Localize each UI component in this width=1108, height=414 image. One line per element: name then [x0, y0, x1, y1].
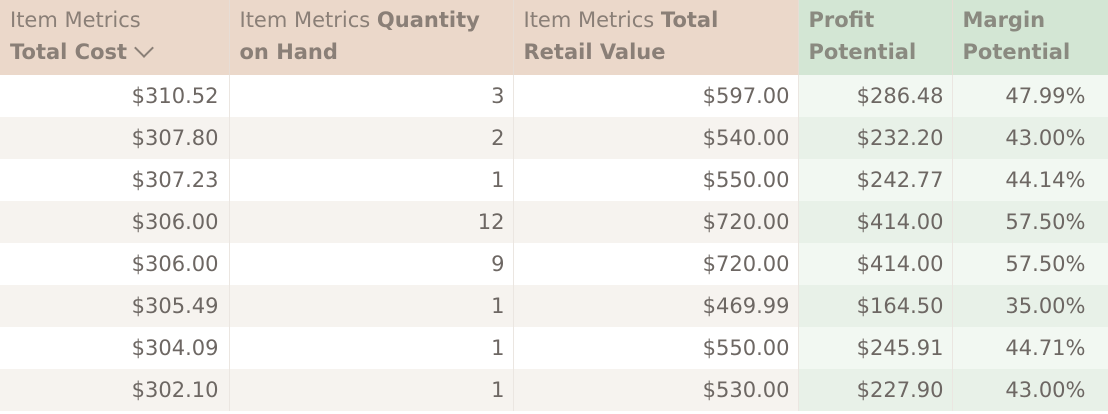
total-retail-value-cell: $530.00 — [513, 369, 799, 411]
profit-potential-cell: $164.50 — [798, 285, 953, 327]
margin-potential-cell: 43.00% — [952, 117, 1108, 159]
column-header-total-cost[interactable]: Item Metrics Total Cost — [0, 0, 230, 75]
total-cost-cell: $304.09 — [0, 327, 230, 369]
margin-potential-cell: 35.00% — [952, 285, 1108, 327]
sort-descending-icon[interactable] — [134, 38, 154, 58]
column-header-prefix: Item Metrics — [10, 8, 141, 32]
total-retail-value-cell: $597.00 — [513, 75, 799, 117]
total-cost-cell: $310.52 — [0, 75, 230, 117]
quantity-on-hand-cell: 3 — [229, 75, 514, 117]
column-header-label: Quantity on Hand — [239, 8, 480, 64]
quantity-on-hand-cell: 1 — [229, 369, 514, 411]
quantity-on-hand-cell: 1 — [229, 327, 514, 369]
margin-potential-cell: 44.71% — [952, 327, 1108, 369]
column-header-prefix: Item Metrics — [239, 8, 371, 32]
total-cost-cell: $307.80 — [0, 117, 230, 159]
profit-potential-cell: $286.48 — [798, 75, 953, 117]
total-retail-value-cell: $540.00 — [513, 117, 799, 159]
table-row[interactable]: $306.00 12 $720.00 $414.00 57.50% — [0, 201, 1108, 243]
column-header-margin-potential[interactable]: Margin Potential — [952, 0, 1108, 75]
total-cost-cell: $307.23 — [0, 159, 230, 201]
column-header-label: Margin Potential — [962, 8, 1071, 64]
header-row: Item Metrics Total Cost Item Metrics Qua… — [0, 0, 1108, 75]
profit-potential-cell: $414.00 — [798, 201, 953, 243]
total-cost-cell: $302.10 — [0, 369, 230, 411]
table-row[interactable]: $310.52 3 $597.00 $286.48 47.99% — [0, 75, 1108, 117]
total-cost-cell: $306.00 — [0, 243, 230, 285]
total-retail-value-cell: $720.00 — [513, 201, 799, 243]
column-header-label: Total Retail Value — [523, 8, 719, 64]
profit-potential-cell: $227.90 — [798, 369, 953, 411]
table-row[interactable]: $306.00 9 $720.00 $414.00 57.50% — [0, 243, 1108, 285]
table-row[interactable]: $302.10 1 $530.00 $227.90 43.00% — [0, 369, 1108, 411]
table-row[interactable]: $304.09 1 $550.00 $245.91 44.71% — [0, 327, 1108, 369]
quantity-on-hand-cell: 1 — [229, 285, 514, 327]
quantity-on-hand-cell: 9 — [229, 243, 514, 285]
column-header-prefix: Item Metrics — [523, 8, 655, 32]
quantity-on-hand-cell: 2 — [229, 117, 514, 159]
margin-potential-cell: 47.99% — [952, 75, 1108, 117]
table-row[interactable]: $305.49 1 $469.99 $164.50 35.00% — [0, 285, 1108, 327]
profit-potential-cell: $242.77 — [798, 159, 953, 201]
column-header-label: Profit Potential — [808, 8, 917, 64]
total-retail-value-cell: $550.00 — [513, 327, 799, 369]
total-retail-value-cell: $469.99 — [513, 285, 799, 327]
table-body: $310.52 3 $597.00 $286.48 47.99% $307.80 2 $540… — [0, 75, 1108, 411]
column-header-quantity-on-hand[interactable]: Item Metrics Quantity on Hand — [229, 0, 514, 75]
total-cost-cell: $306.00 — [0, 201, 230, 243]
profit-potential-cell: $232.20 — [798, 117, 953, 159]
quantity-on-hand-cell: 1 — [229, 159, 514, 201]
margin-potential-cell: 57.50% — [952, 201, 1108, 243]
margin-potential-cell: 44.14% — [952, 159, 1108, 201]
margin-potential-cell: 57.50% — [952, 243, 1108, 285]
column-header-label: Total Cost — [10, 40, 128, 64]
table-row[interactable]: $307.80 2 $540.00 $232.20 43.00% — [0, 117, 1108, 159]
column-header-total-retail-value[interactable]: Item Metrics Total Retail Value — [513, 0, 799, 75]
margin-potential-cell: 43.00% — [952, 369, 1108, 411]
quantity-on-hand-cell: 12 — [229, 201, 514, 243]
total-retail-value-cell: $720.00 — [513, 243, 799, 285]
profit-potential-cell: $245.91 — [798, 327, 953, 369]
table-row[interactable]: $307.23 1 $550.00 $242.77 44.14% — [0, 159, 1108, 201]
column-header-profit-potential[interactable]: Profit Potential — [798, 0, 953, 75]
total-cost-cell: $305.49 — [0, 285, 230, 327]
total-retail-value-cell: $550.00 — [513, 159, 799, 201]
profit-potential-cell: $414.00 — [798, 243, 953, 285]
